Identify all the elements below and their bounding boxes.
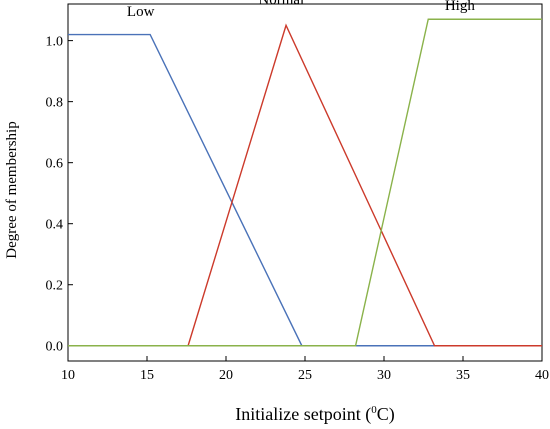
axis-ticks: 10 15 20 25 30 35 40 0.0 0.2 0.4 0.6 0.8 1.0 [46,35,550,383]
y-tick-label: 0.8 [46,96,64,111]
series-lines [68,18,542,347]
x-tick-label: 25 [298,368,312,383]
y-tick-label: 0.2 [46,279,64,294]
y-tick-label: 0.4 [46,218,64,233]
series-labels: Low Normal High [127,0,475,20]
x-tick-label: 30 [377,368,391,383]
x-axis-title-unit: C) [377,404,395,425]
x-tick-label: 15 [140,368,154,383]
x-tick-label: 10 [61,368,75,383]
series-label-high: High [445,0,476,14]
x-axis-title-superscript: 0 [371,404,377,416]
series-line-low [68,33,542,347]
series-label-normal: Normal [258,0,304,8]
series-line-high [68,18,542,347]
x-tick-label: 35 [456,368,470,383]
x-tick-label: 40 [535,368,549,383]
plot-frame [67,3,543,362]
x-axis-title: Initialize setpoint (0C) [235,404,394,425]
y-tick-label: 1.0 [46,35,64,50]
x-axis-title-text: Initialize setpoint ( [235,404,371,425]
y-tick-label: 0.0 [46,340,64,355]
y-axis-title: Degree of membership [4,121,20,258]
x-tick-label: 20 [219,368,233,383]
series-line-normal [68,23,542,347]
y-tick-label: 0.6 [46,157,64,172]
series-label-low: Low [127,4,155,20]
